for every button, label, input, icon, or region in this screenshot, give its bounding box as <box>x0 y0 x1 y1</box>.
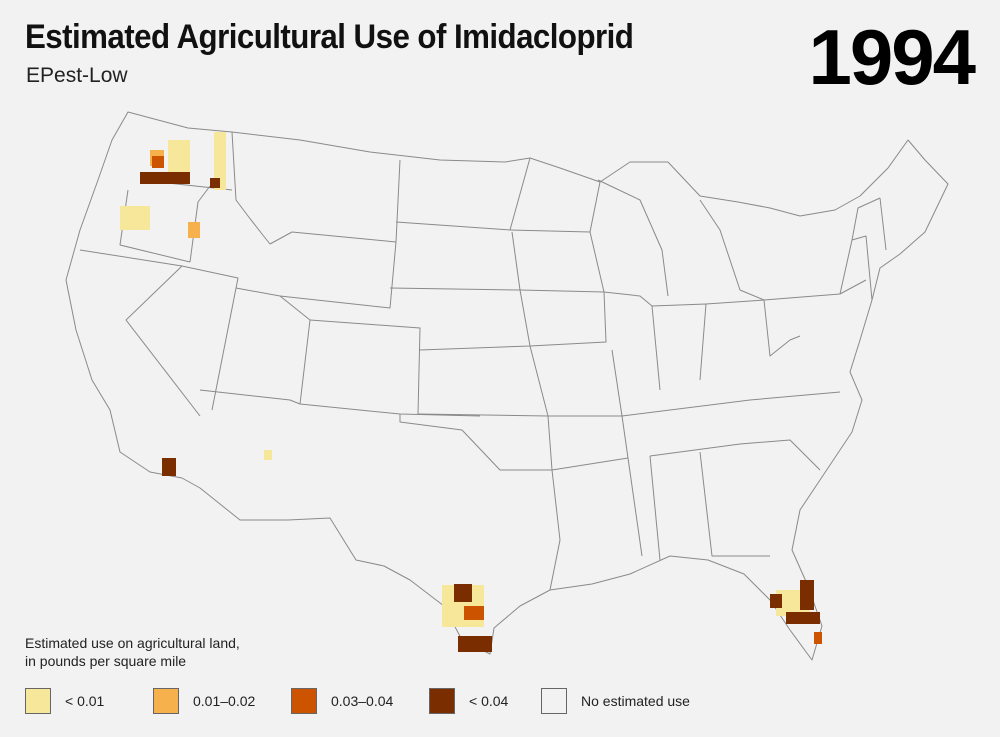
legend-swatch <box>429 688 455 714</box>
usage-patch <box>786 612 820 624</box>
usage-patch <box>458 636 492 652</box>
usage-patches <box>120 132 822 652</box>
legend-item: < 0.01 <box>25 686 104 716</box>
usage-patch <box>814 632 822 644</box>
usage-patch <box>140 172 190 184</box>
legend-label: < 0.04 <box>469 693 509 709</box>
usage-patch <box>464 606 484 620</box>
subtitle: EPest-Low <box>26 64 128 87</box>
legend-items: < 0.01 0.01–0.02 0.03–0.04 < 0.04 No est… <box>25 686 765 720</box>
state-outlines <box>65 111 949 661</box>
legend: Estimated use on agricultural land, in p… <box>25 634 765 720</box>
legend-swatch <box>25 688 51 714</box>
usage-patch <box>162 458 176 476</box>
legend-item: No estimated use <box>541 686 690 716</box>
legend-item: 0.01–0.02 <box>153 686 255 716</box>
us-boundary <box>65 111 949 661</box>
usage-patch <box>188 222 200 238</box>
page-title: Estimated Agricultural Use of Imidaclopr… <box>25 18 634 56</box>
legend-label: 0.01–0.02 <box>193 693 256 709</box>
legend-label: < 0.01 <box>65 693 105 709</box>
legend-swatch <box>153 688 179 714</box>
legend-title-line2: in pounds per square mile <box>25 653 187 669</box>
usage-patch <box>800 580 814 610</box>
legend-item: 0.03–0.04 <box>291 686 393 716</box>
legend-title-line1: Estimated use on agricultural land, <box>25 635 240 651</box>
usage-patch <box>120 206 150 230</box>
usage-patch <box>214 132 226 190</box>
legend-label: No estimated use <box>581 693 690 709</box>
usage-patch <box>454 584 472 602</box>
legend-title: Estimated use on agricultural land, in p… <box>25 634 765 670</box>
usage-patch <box>152 156 164 168</box>
usage-patch <box>264 450 272 460</box>
usage-patch <box>168 140 190 172</box>
usage-patch <box>770 594 782 608</box>
legend-item: < 0.04 <box>429 686 508 716</box>
year-label: 1994 <box>808 13 976 101</box>
legend-swatch <box>541 688 567 714</box>
legend-swatch <box>291 688 317 714</box>
usage-patch <box>210 178 220 188</box>
legend-label: 0.03–0.04 <box>331 693 394 709</box>
